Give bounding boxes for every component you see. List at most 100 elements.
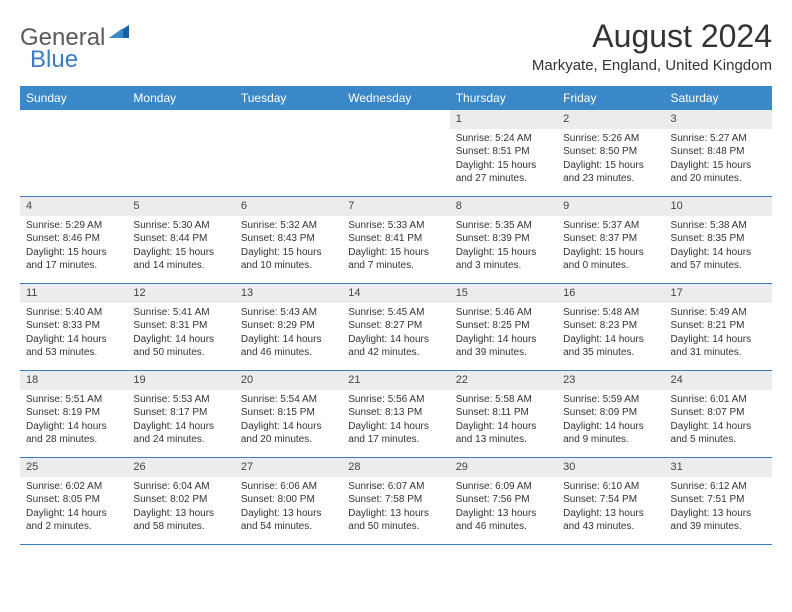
week-row: 1Sunrise: 5:24 AMSunset: 8:51 PMDaylight… [20,110,772,197]
sunrise-text: Sunrise: 6:04 AM [133,480,228,494]
day-body: Sunrise: 5:51 AMSunset: 8:19 PMDaylight:… [20,390,127,451]
day-body: Sunrise: 5:49 AMSunset: 8:21 PMDaylight:… [665,303,772,364]
daylight-text: Daylight: 14 hours and 46 minutes. [241,333,336,360]
day-body: Sunrise: 5:35 AMSunset: 8:39 PMDaylight:… [450,216,557,277]
day-header-cell: Monday [127,86,234,110]
sunrise-text: Sunrise: 5:59 AM [563,393,658,407]
daylight-text: Daylight: 15 hours and 17 minutes. [26,246,121,273]
day-number: 30 [557,458,664,477]
daylight-text: Daylight: 14 hours and 35 minutes. [563,333,658,360]
day-body: Sunrise: 5:46 AMSunset: 8:25 PMDaylight:… [450,303,557,364]
day-body: Sunrise: 6:04 AMSunset: 8:02 PMDaylight:… [127,477,234,538]
daylight-text: Daylight: 14 hours and 57 minutes. [671,246,766,273]
sunrise-text: Sunrise: 5:49 AM [671,306,766,320]
sunrise-text: Sunrise: 5:56 AM [348,393,443,407]
daylight-text: Daylight: 13 hours and 54 minutes. [241,507,336,534]
daylight-text: Daylight: 15 hours and 27 minutes. [456,159,551,186]
daylight-text: Daylight: 15 hours and 14 minutes. [133,246,228,273]
sunset-text: Sunset: 8:13 PM [348,406,443,420]
day-number: 29 [450,458,557,477]
day-body: Sunrise: 5:59 AMSunset: 8:09 PMDaylight:… [557,390,664,451]
sunrise-text: Sunrise: 6:10 AM [563,480,658,494]
day-number: 4 [20,197,127,216]
daylight-text: Daylight: 15 hours and 0 minutes. [563,246,658,273]
day-cell: 9Sunrise: 5:37 AMSunset: 8:37 PMDaylight… [557,197,664,283]
day-number: 9 [557,197,664,216]
daylight-text: Daylight: 14 hours and 17 minutes. [348,420,443,447]
daylight-text: Daylight: 14 hours and 28 minutes. [26,420,121,447]
day-body: Sunrise: 6:09 AMSunset: 7:56 PMDaylight:… [450,477,557,538]
sunrise-text: Sunrise: 6:12 AM [671,480,766,494]
sunrise-text: Sunrise: 5:43 AM [241,306,336,320]
day-cell: 28Sunrise: 6:07 AMSunset: 7:58 PMDayligh… [342,458,449,544]
sunrise-text: Sunrise: 6:07 AM [348,480,443,494]
calendar: Sunday Monday Tuesday Wednesday Thursday… [20,86,772,545]
day-number: 16 [557,284,664,303]
day-cell: 8Sunrise: 5:35 AMSunset: 8:39 PMDaylight… [450,197,557,283]
sunset-text: Sunset: 8:31 PM [133,319,228,333]
day-number: 12 [127,284,234,303]
sunset-text: Sunset: 8:33 PM [26,319,121,333]
day-cell: 7Sunrise: 5:33 AMSunset: 8:41 PMDaylight… [342,197,449,283]
month-title: August 2024 [532,18,772,55]
sunset-text: Sunset: 8:09 PM [563,406,658,420]
sunrise-text: Sunrise: 5:54 AM [241,393,336,407]
day-cell: 21Sunrise: 5:56 AMSunset: 8:13 PMDayligh… [342,371,449,457]
daylight-text: Daylight: 13 hours and 43 minutes. [563,507,658,534]
day-body: Sunrise: 5:56 AMSunset: 8:13 PMDaylight:… [342,390,449,451]
daylight-text: Daylight: 15 hours and 10 minutes. [241,246,336,273]
sunrise-text: Sunrise: 5:26 AM [563,132,658,146]
daylight-text: Daylight: 14 hours and 13 minutes. [456,420,551,447]
daylight-text: Daylight: 13 hours and 50 minutes. [348,507,443,534]
sunrise-text: Sunrise: 6:06 AM [241,480,336,494]
day-body: Sunrise: 6:01 AMSunset: 8:07 PMDaylight:… [665,390,772,451]
sunset-text: Sunset: 8:00 PM [241,493,336,507]
sunrise-text: Sunrise: 5:30 AM [133,219,228,233]
day-cell: 1Sunrise: 5:24 AMSunset: 8:51 PMDaylight… [450,110,557,196]
day-cell: 24Sunrise: 6:01 AMSunset: 8:07 PMDayligh… [665,371,772,457]
day-header-cell: Wednesday [342,86,449,110]
day-cell: 4Sunrise: 5:29 AMSunset: 8:46 PMDaylight… [20,197,127,283]
day-cell [342,110,449,196]
sunset-text: Sunset: 8:15 PM [241,406,336,420]
sunrise-text: Sunrise: 5:45 AM [348,306,443,320]
day-body: Sunrise: 5:33 AMSunset: 8:41 PMDaylight:… [342,216,449,277]
sunrise-text: Sunrise: 5:27 AM [671,132,766,146]
day-body: Sunrise: 5:40 AMSunset: 8:33 PMDaylight:… [20,303,127,364]
daylight-text: Daylight: 14 hours and 2 minutes. [26,507,121,534]
day-header-cell: Tuesday [235,86,342,110]
daylight-text: Daylight: 13 hours and 39 minutes. [671,507,766,534]
day-cell: 23Sunrise: 5:59 AMSunset: 8:09 PMDayligh… [557,371,664,457]
sunset-text: Sunset: 8:23 PM [563,319,658,333]
sunrise-text: Sunrise: 5:41 AM [133,306,228,320]
day-body: Sunrise: 5:58 AMSunset: 8:11 PMDaylight:… [450,390,557,451]
sunrise-text: Sunrise: 5:32 AM [241,219,336,233]
day-number: 2 [557,110,664,129]
day-number: 21 [342,371,449,390]
day-cell: 5Sunrise: 5:30 AMSunset: 8:44 PMDaylight… [127,197,234,283]
sunset-text: Sunset: 8:17 PM [133,406,228,420]
daylight-text: Daylight: 14 hours and 42 minutes. [348,333,443,360]
title-block: August 2024 Markyate, England, United Ki… [532,18,772,74]
sunset-text: Sunset: 8:07 PM [671,406,766,420]
day-number: 26 [127,458,234,477]
day-number: 13 [235,284,342,303]
sunset-text: Sunset: 8:25 PM [456,319,551,333]
week-row: 18Sunrise: 5:51 AMSunset: 8:19 PMDayligh… [20,371,772,458]
daylight-text: Daylight: 14 hours and 50 minutes. [133,333,228,360]
day-cell: 18Sunrise: 5:51 AMSunset: 8:19 PMDayligh… [20,371,127,457]
day-header-row: Sunday Monday Tuesday Wednesday Thursday… [20,86,772,110]
day-number: 7 [342,197,449,216]
day-body: Sunrise: 5:41 AMSunset: 8:31 PMDaylight:… [127,303,234,364]
day-cell: 16Sunrise: 5:48 AMSunset: 8:23 PMDayligh… [557,284,664,370]
daylight-text: Daylight: 14 hours and 39 minutes. [456,333,551,360]
day-number: 27 [235,458,342,477]
day-number: 22 [450,371,557,390]
sunset-text: Sunset: 8:41 PM [348,232,443,246]
sunset-text: Sunset: 7:56 PM [456,493,551,507]
day-number: 23 [557,371,664,390]
day-body: Sunrise: 5:24 AMSunset: 8:51 PMDaylight:… [450,129,557,190]
day-cell: 17Sunrise: 5:49 AMSunset: 8:21 PMDayligh… [665,284,772,370]
sunset-text: Sunset: 7:51 PM [671,493,766,507]
day-cell: 15Sunrise: 5:46 AMSunset: 8:25 PMDayligh… [450,284,557,370]
